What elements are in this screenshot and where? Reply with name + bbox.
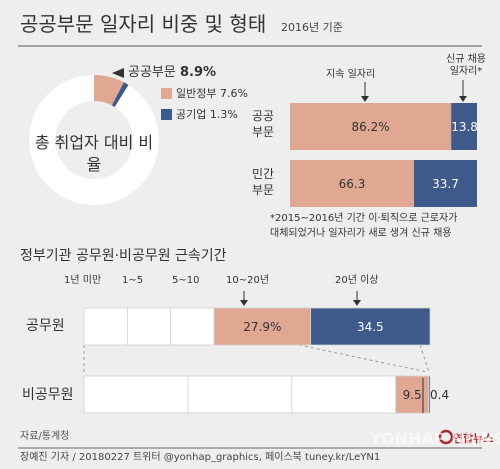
- bar-label-public-continuing: 86.2%: [351, 119, 390, 134]
- legend-general-government: 일반정부 7.6%: [176, 88, 248, 99]
- legend-total: 공공부문 8.9%: [128, 66, 216, 79]
- bar-public-continuing: [290, 103, 452, 150]
- donut-slice-public-enterprise: [111, 82, 129, 107]
- legend-label: 일반정부: [176, 87, 217, 100]
- tenure-pointers: [240, 291, 361, 306]
- watermark: YONHAP NEWS: [369, 429, 500, 448]
- footnote: *2015~2016년 기간 이·퇴직으로 근로자가 대체되었거나 일자리가 새…: [270, 213, 458, 239]
- bar-nonofficial-under-1y: [83, 375, 189, 414]
- bar-official-10-20: [213, 307, 312, 346]
- donut-slice-other: [29, 75, 160, 206]
- legend-total-label: 공공부문: [128, 65, 176, 80]
- bar-official-20-plus: [310, 307, 431, 346]
- category-label-officials: 공무원: [26, 318, 65, 334]
- guide-line: [419, 344, 430, 373]
- legend-value: 7.6%: [219, 87, 248, 100]
- pointer-arrow-icon: [459, 96, 467, 102]
- bar-public-new-hire: [451, 103, 477, 150]
- bar-official-5-10: [170, 307, 215, 346]
- legend-value: 1.3%: [209, 108, 238, 121]
- tenure-label-10-20: 10~20년: [226, 275, 270, 286]
- legend-public-enterprise: 공기업 1.3%: [176, 109, 238, 120]
- bar-nonofficial-20-plus: [428, 375, 431, 414]
- legend-swatch-public-enterprise: [161, 109, 172, 120]
- bar-label-nonofficial-20-plus: 0.4: [430, 388, 450, 402]
- basis-note: 2016년 기준: [281, 21, 343, 34]
- credit-line: 장예진 기자 / 20180227 트위터 @yonhap_graphics, …: [20, 452, 381, 463]
- series-label-continuing: 지속 일자리: [326, 69, 376, 80]
- source-note: 자료/통계청: [20, 431, 70, 442]
- logo-text: 연합뉴스: [453, 431, 493, 445]
- legend-total-value: 8.9%: [179, 65, 217, 80]
- legend-swatch-general-government: [161, 88, 172, 99]
- pointer-arrow-icon: [353, 300, 361, 306]
- bar-nonofficial-1-5: [187, 375, 293, 414]
- bar-nonofficial-5-10: [291, 375, 397, 414]
- donut-center-label: 총 취업자 대비 비율: [34, 133, 154, 174]
- tenure-label-20-plus: 20년 이상: [335, 275, 379, 286]
- bar-private-new-hire: [413, 160, 477, 207]
- category-label-public: 공공 부문: [251, 109, 275, 139]
- tenure-bar-chart: [83, 307, 431, 414]
- job-type-bar-chart: [290, 103, 477, 207]
- category-label-non-officials: 비공무원: [22, 387, 74, 403]
- tenure-label-1-5: 1~5: [122, 275, 144, 286]
- bar-label-official-10-20: 27.9%: [243, 319, 282, 334]
- pointer-arrow-icon: [112, 68, 124, 78]
- legend-label: 공기업: [176, 108, 207, 121]
- bar-label-public-new-hire: 13.8: [451, 119, 478, 134]
- page-title: 공공부문 일자리 비중 및 형태: [20, 12, 267, 36]
- tenure-label-5-10: 5~10: [172, 275, 200, 286]
- series-label-new-hire: 신규 채용 일자리*: [446, 54, 486, 77]
- bar-label-private-new-hire: 33.7: [432, 176, 459, 191]
- pointer-arrow-icon: [361, 96, 369, 102]
- bar-label-private-continuing: 66.3: [338, 176, 366, 191]
- logo-mark-icon: [438, 429, 454, 445]
- tenure-label-under-1y: 1년 미만: [64, 275, 102, 286]
- guide-line: [298, 344, 428, 373]
- bar-label-nonofficial-10-20: 9.5: [402, 387, 422, 402]
- bar-label-official-20-plus: 34.5: [356, 319, 384, 334]
- section-title-tenure: 정부기관 공무원·비공무원 근속기간: [20, 248, 227, 264]
- yonhap-logo: 연합뉴스: [438, 429, 493, 445]
- bar-official-1-5: [126, 307, 172, 346]
- donut-slice-general-government: [94, 75, 124, 106]
- pointer-arrow-icon: [240, 300, 248, 306]
- category-label-private: 민간 부문: [251, 167, 275, 197]
- donut-chart: [29, 75, 160, 206]
- bar-private-continuing: [290, 160, 414, 207]
- bar-official-under-1y: [83, 307, 128, 346]
